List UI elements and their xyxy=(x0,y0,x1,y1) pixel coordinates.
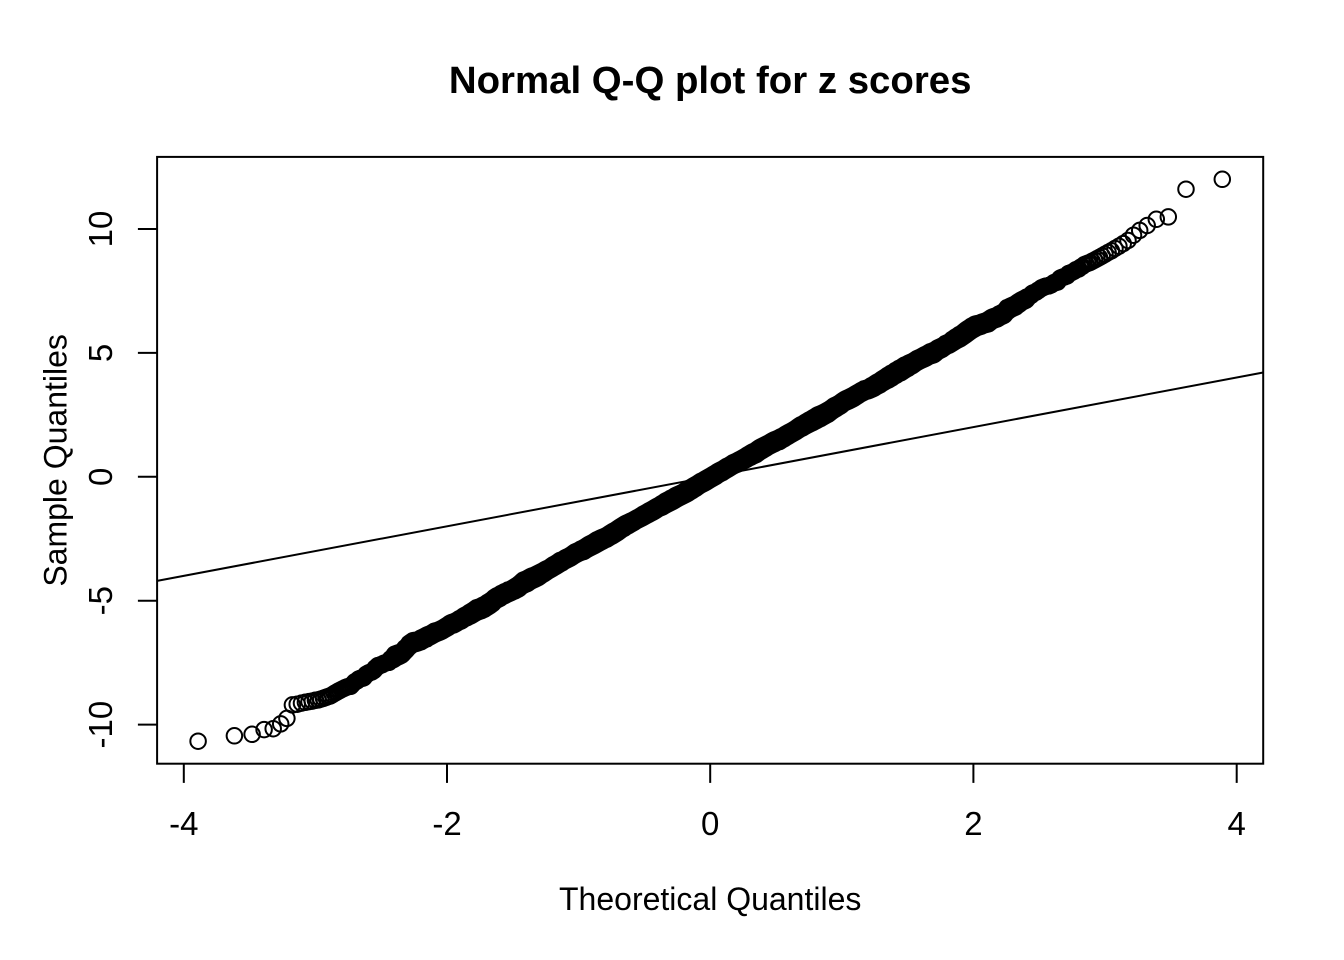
svg-text:-2: -2 xyxy=(432,805,461,842)
svg-text:Sample Quantiles: Sample Quantiles xyxy=(38,334,74,587)
svg-text:0: 0 xyxy=(701,805,719,842)
svg-text:-4: -4 xyxy=(169,805,198,842)
svg-text:Normal Q-Q plot for z scores: Normal Q-Q plot for z scores xyxy=(449,59,972,102)
svg-text:2: 2 xyxy=(964,805,982,842)
svg-text:Theoretical Quantiles: Theoretical Quantiles xyxy=(559,881,861,917)
svg-text:10: 10 xyxy=(82,211,119,248)
svg-text:5: 5 xyxy=(82,344,119,362)
svg-text:-5: -5 xyxy=(82,586,119,615)
svg-text:-10: -10 xyxy=(82,701,119,749)
svg-text:0: 0 xyxy=(82,468,119,486)
svg-text:4: 4 xyxy=(1228,805,1246,842)
